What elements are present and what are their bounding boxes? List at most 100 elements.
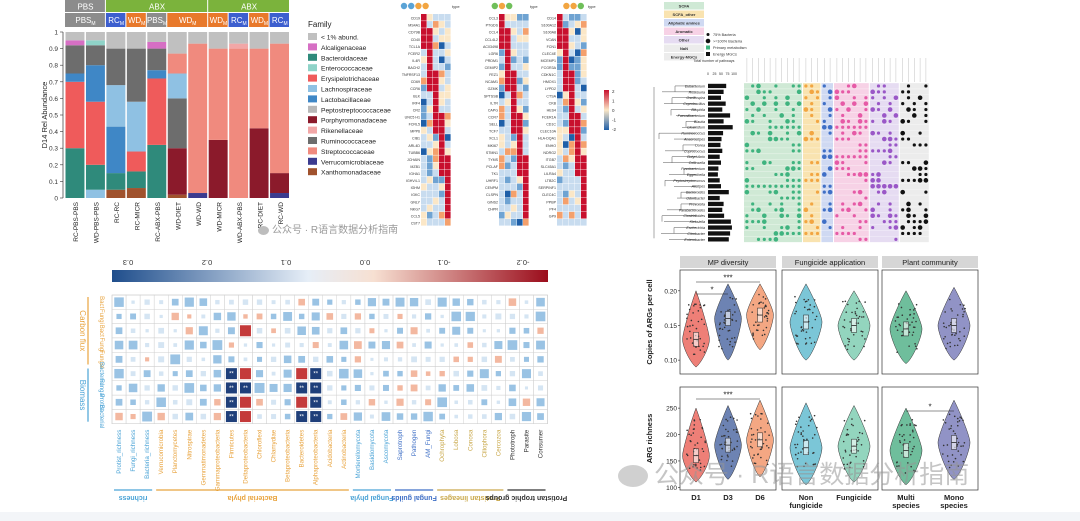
heatmap-cell [581, 105, 587, 113]
data-point [762, 302, 764, 304]
heatmap-cell [439, 77, 445, 85]
data-point [750, 417, 753, 420]
data-point [812, 311, 814, 314]
heatmap-cell [575, 127, 581, 134]
gene-label: JCHAIN [407, 158, 420, 162]
corr-square [522, 398, 531, 406]
x-tick-label: Non [799, 493, 814, 502]
corr-square [158, 356, 165, 363]
corr-square [437, 397, 448, 408]
corr-square [537, 385, 544, 391]
heatmap-cell [569, 70, 575, 78]
sub-header-label: WDM [210, 16, 228, 27]
data-point [800, 426, 802, 428]
group-header-0 [65, 0, 105, 12]
data-point [856, 440, 859, 442]
matrix-dot [924, 172, 928, 177]
corr-square [440, 343, 444, 347]
section-background [834, 83, 869, 243]
x-tick-label: RC-WD [278, 202, 285, 225]
corr-column-group-label: Fungal phyla [350, 494, 393, 501]
heatmap-cell [575, 120, 581, 127]
pathway-bar [708, 154, 720, 159]
corr-square [171, 312, 179, 321]
heatmap-cell [563, 127, 569, 134]
x-tick-label: D3 [723, 493, 733, 502]
data-point [723, 314, 726, 316]
corr-square [199, 298, 208, 306]
taxon-label: Ruminococcus [681, 132, 705, 136]
correlation-heatmap-chart: 0.3 0.2 0.1 0.0 -0.1 -0.2** **** ** ** **** **** **… [78, 258, 567, 501]
matrix-dot [912, 214, 916, 218]
heatmap-cell [433, 204, 439, 212]
matrix-dot [762, 90, 766, 94]
data-point [901, 423, 903, 426]
matrix-dot [774, 96, 778, 100]
corr-square [310, 382, 322, 394]
matrix-dot [852, 190, 856, 194]
data-point [954, 334, 956, 337]
matrix-dot [923, 160, 929, 165]
matrix-dot [827, 89, 833, 95]
gene-label: AC03498 [483, 45, 498, 49]
data-point [699, 469, 702, 471]
matrix-dot [887, 136, 893, 142]
corr-square [213, 355, 222, 364]
matrix-dot [796, 130, 802, 136]
legend-swatch [308, 137, 317, 144]
data-point [912, 326, 915, 328]
header-circle [415, 2, 422, 10]
heatmap-cell [581, 112, 587, 120]
data-point [843, 419, 846, 422]
data-point [768, 434, 770, 437]
taxon-label: Odoribacter [686, 197, 706, 201]
bar-segment-Bacteroidaceae [85, 164, 105, 190]
heatmap-cell [569, 134, 575, 141]
correlation-heatmap-panel: 0.3 0.2 0.1 0.0 -0.1 -0.2 ** ** ** ** ** ** ** ** ** **… [0, 252, 610, 507]
taxon-label: Eggerthella [687, 173, 705, 177]
heatmap-cell [575, 169, 581, 177]
gene-label: IL4R [412, 59, 420, 63]
corr-square [271, 414, 277, 420]
data-point [914, 307, 916, 310]
data-point [729, 308, 731, 311]
data-point [704, 440, 706, 442]
data-point [844, 450, 847, 453]
corr-square [454, 400, 458, 405]
legend-label: Alcaligenaceae [321, 45, 367, 52]
gene-label: PCLAF [486, 165, 498, 169]
corr-column-label: Deltaproteobacteria [242, 429, 249, 484]
sub-header-label: PBSM [75, 16, 95, 27]
gene-label: FCER2 [408, 52, 420, 56]
matrix-dot [835, 107, 839, 112]
wechat-icon [258, 225, 269, 235]
significance-label: *** [723, 391, 732, 400]
gene-label: CD79B [408, 31, 420, 35]
data-point [762, 296, 765, 298]
data-point [864, 338, 866, 340]
data-point [699, 306, 702, 309]
sub-header-6 [228, 13, 249, 27]
heatmap-cell [439, 155, 445, 162]
heatmap-cell [421, 42, 427, 49]
matrix-dot [815, 225, 820, 230]
heatmap-cell [427, 169, 433, 177]
matrix-dot [841, 161, 845, 165]
heatmap-cell [499, 155, 505, 162]
heatmap-cell [421, 112, 427, 120]
corr-square [454, 414, 459, 419]
bar-segment-Streptococcaceae [249, 48, 269, 129]
heatmap-cell [517, 127, 523, 134]
heatmap-cell [569, 169, 575, 177]
matrix-dot [906, 119, 911, 123]
data-point [693, 303, 696, 306]
data-point [753, 324, 755, 327]
corr-square [507, 340, 518, 350]
data-point [763, 307, 766, 309]
data-point [729, 416, 732, 419]
corr-square [423, 411, 433, 422]
data-point [910, 465, 912, 468]
heatmap-cell [581, 42, 587, 49]
matrix-dot [822, 172, 827, 177]
